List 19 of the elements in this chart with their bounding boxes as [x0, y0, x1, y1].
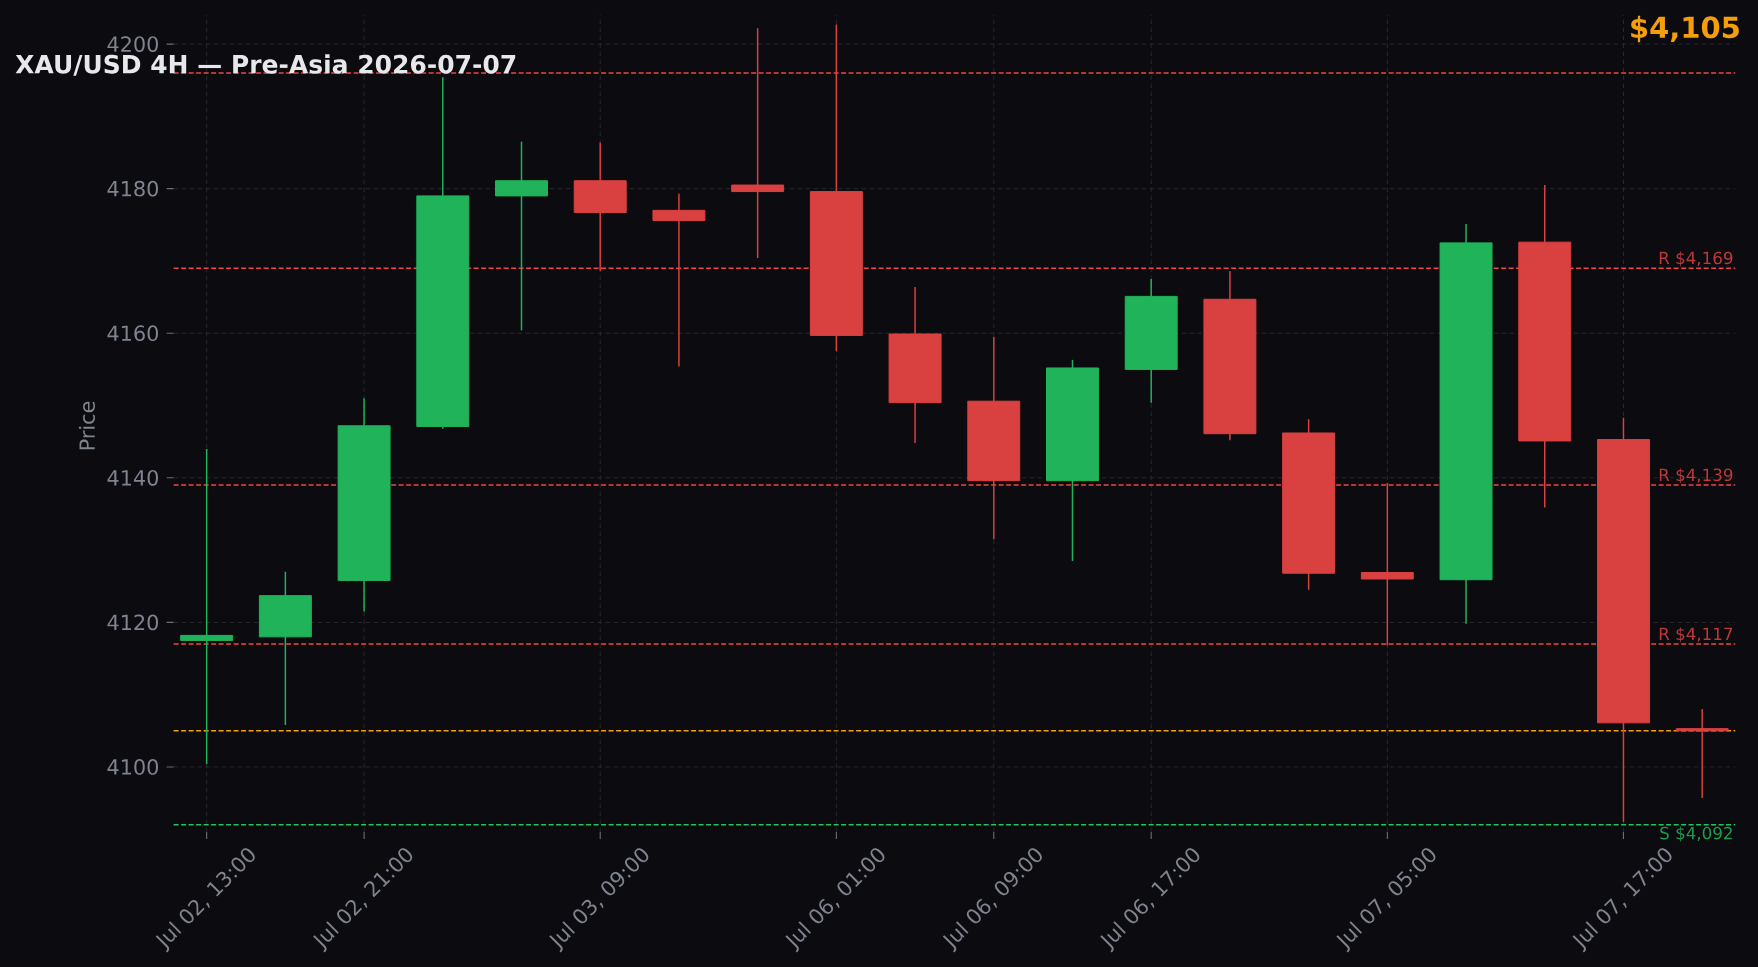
y-tick-label: 4180	[107, 180, 158, 197]
candlestick	[180, 448, 234, 765]
candlestick	[652, 192, 706, 368]
candlestick	[731, 27, 785, 259]
y-tick-label: 4200	[107, 36, 158, 52]
candlestick	[495, 140, 548, 332]
y-tick-label: 4140	[107, 469, 158, 486]
ref-line-label: S $4,092	[1660, 826, 1732, 842]
y-axis-title: Price	[78, 401, 95, 450]
y-tick-label: 4160	[107, 325, 158, 342]
annotation: $4,105	[1631, 15, 1739, 43]
ref-line-label: R $4,169	[1659, 251, 1733, 267]
text: XAU/USD 4H — Pre-Asia 2026-07-07	[15, 54, 516, 76]
ref-line-label: R $4,139	[1659, 468, 1733, 484]
candlestick	[1360, 482, 1414, 647]
candlestick	[1675, 708, 1729, 799]
y-tick-label: 4120	[107, 614, 158, 631]
ref-line-label: R $4,117	[1659, 627, 1733, 643]
y-tick-label: 4100	[107, 759, 158, 775]
